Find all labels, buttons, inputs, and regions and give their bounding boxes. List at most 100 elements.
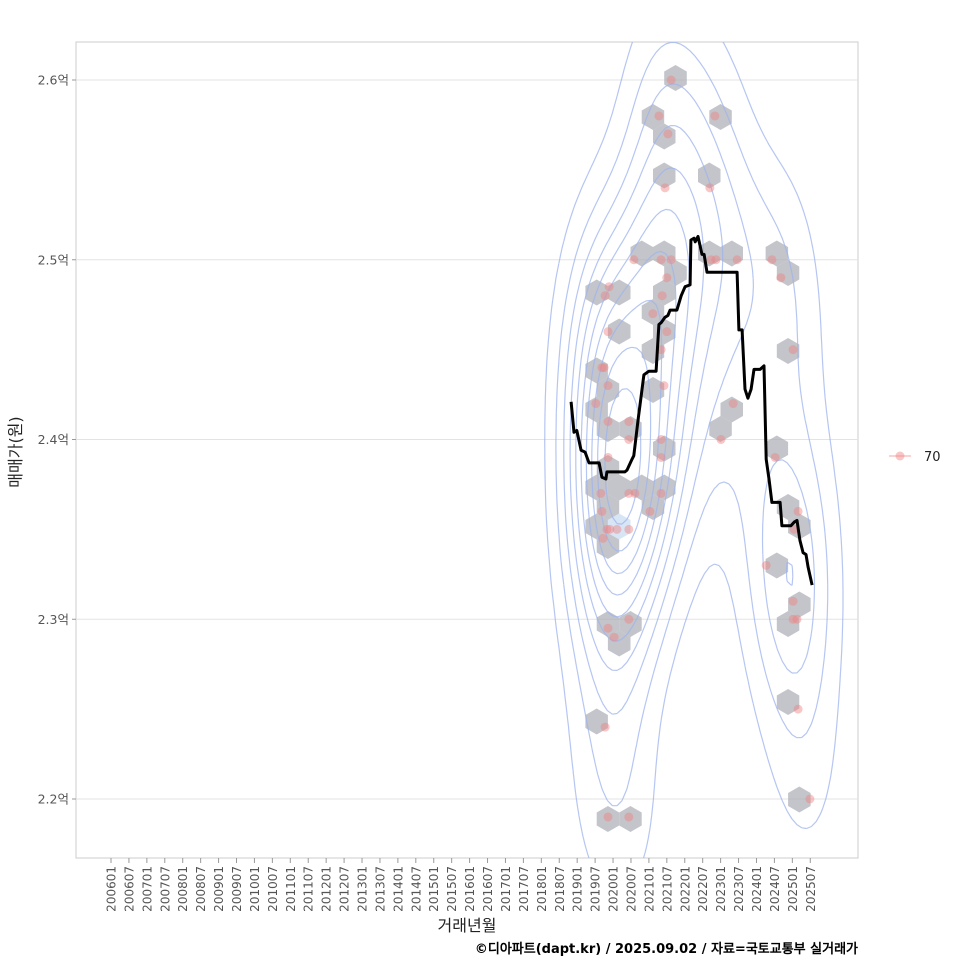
density-contour bbox=[544, 42, 844, 858]
density-contour bbox=[591, 299, 663, 575]
data-point bbox=[792, 614, 802, 624]
hexbin-cell bbox=[585, 708, 608, 735]
hexbin-cell bbox=[607, 474, 631, 501]
hexbin-cell bbox=[607, 513, 631, 540]
x-tick-label: 202107 bbox=[660, 866, 674, 912]
x-tick-label: 201301 bbox=[356, 866, 370, 912]
data-point bbox=[711, 255, 721, 265]
data-point bbox=[624, 435, 634, 444]
data-point bbox=[793, 506, 803, 516]
x-tick-label: 200901 bbox=[212, 866, 226, 912]
hexbin-cell bbox=[765, 435, 789, 462]
x-tick-label: 201507 bbox=[445, 866, 459, 912]
density-contour bbox=[597, 346, 652, 552]
hexbin-cell bbox=[596, 494, 620, 520]
density-contour bbox=[604, 388, 642, 525]
hexbin-cell bbox=[619, 806, 642, 832]
x-tick-label: 201807 bbox=[553, 866, 567, 912]
data-point bbox=[603, 327, 613, 337]
data-point bbox=[728, 399, 738, 409]
hexbin-cell bbox=[653, 474, 676, 501]
data-point bbox=[656, 452, 666, 462]
y-tick-label: 2.3억 bbox=[38, 612, 69, 627]
x-tick-label: 201007 bbox=[266, 866, 280, 912]
footer-credit: ©디아파트(dapt.kr) / 2025.09.02 / 자료=국토교통부 실… bbox=[475, 941, 858, 957]
x-tick-label: 201907 bbox=[589, 866, 603, 912]
data-point bbox=[659, 381, 669, 391]
data-point bbox=[662, 273, 672, 283]
hexbin-cell bbox=[585, 474, 608, 501]
data-point bbox=[603, 812, 613, 822]
data-point bbox=[603, 381, 613, 391]
data-point bbox=[591, 399, 601, 409]
data-point bbox=[663, 129, 673, 139]
data-point bbox=[630, 488, 640, 498]
hexbin-cell bbox=[709, 104, 732, 130]
hexbin-cell bbox=[641, 377, 665, 403]
data-point bbox=[716, 435, 726, 444]
data-point bbox=[599, 363, 609, 373]
y-tick-label: 2.4억 bbox=[38, 432, 69, 447]
scatter-points bbox=[591, 75, 815, 822]
hexbin-cell bbox=[653, 162, 676, 189]
x-tick-label: 200907 bbox=[230, 866, 244, 912]
y-tick-label: 2.6억 bbox=[38, 73, 69, 88]
data-point bbox=[761, 560, 771, 570]
hexbin-cell bbox=[776, 689, 800, 715]
x-tick-label: 201601 bbox=[463, 866, 477, 912]
hexbin-cell bbox=[607, 318, 631, 345]
x-axis: 200601 200607 200701 200707 200801 200807 2009… bbox=[105, 858, 818, 912]
data-point bbox=[605, 524, 615, 534]
x-tick-label: 201501 bbox=[427, 866, 441, 912]
hexbin-layer bbox=[585, 65, 811, 832]
density-contour bbox=[569, 125, 794, 671]
data-point bbox=[656, 488, 666, 498]
data-point bbox=[770, 452, 780, 462]
hexbin-cell bbox=[607, 279, 631, 306]
hexbin-cell bbox=[641, 104, 665, 130]
x-tick-label: 200807 bbox=[194, 866, 208, 912]
hexbin-cell bbox=[596, 377, 620, 403]
data-point bbox=[624, 812, 634, 822]
x-tick-label: 202301 bbox=[714, 866, 728, 912]
data-point bbox=[788, 614, 798, 624]
x-tick-label: 201201 bbox=[320, 866, 334, 912]
x-tick-label: 201801 bbox=[535, 866, 549, 912]
legend: 70 bbox=[889, 450, 941, 465]
x-tick-label: 201901 bbox=[571, 866, 585, 912]
data-point bbox=[648, 309, 658, 319]
data-point bbox=[776, 273, 786, 283]
hexbin-cell bbox=[776, 260, 800, 286]
data-point bbox=[600, 722, 610, 732]
hexbin-cell bbox=[596, 416, 620, 442]
data-point bbox=[645, 506, 655, 516]
hexbin-cell bbox=[619, 611, 642, 637]
x-tick-label: 200701 bbox=[140, 866, 154, 912]
x-tick-label: 200607 bbox=[122, 866, 136, 912]
data-point bbox=[705, 183, 715, 193]
density-contour bbox=[555, 42, 829, 807]
data-point bbox=[706, 255, 716, 265]
data-point bbox=[789, 524, 799, 534]
hexbin-cell bbox=[776, 611, 800, 637]
hexbin-cell bbox=[698, 162, 721, 189]
x-tick-label: 202201 bbox=[678, 866, 692, 912]
data-point bbox=[598, 533, 608, 543]
x-tick-label: 201407 bbox=[409, 866, 423, 912]
data-point bbox=[612, 524, 622, 534]
data-point bbox=[624, 417, 634, 427]
x-tick-label: 202307 bbox=[732, 866, 746, 912]
x-tick-label: 201701 bbox=[499, 866, 513, 912]
data-point bbox=[657, 291, 667, 301]
hexbin-cell bbox=[641, 299, 665, 325]
data-point bbox=[602, 524, 612, 534]
hexbin-cell bbox=[596, 806, 620, 832]
x-tick-label: 200801 bbox=[176, 866, 190, 912]
y-tick-label: 2.5억 bbox=[38, 252, 69, 267]
median-line-layer bbox=[569, 234, 814, 586]
x-tick-label: 201607 bbox=[481, 866, 495, 912]
hexbin-cell bbox=[709, 416, 732, 442]
data-point bbox=[600, 291, 610, 301]
x-tick-label: 201207 bbox=[338, 866, 352, 912]
